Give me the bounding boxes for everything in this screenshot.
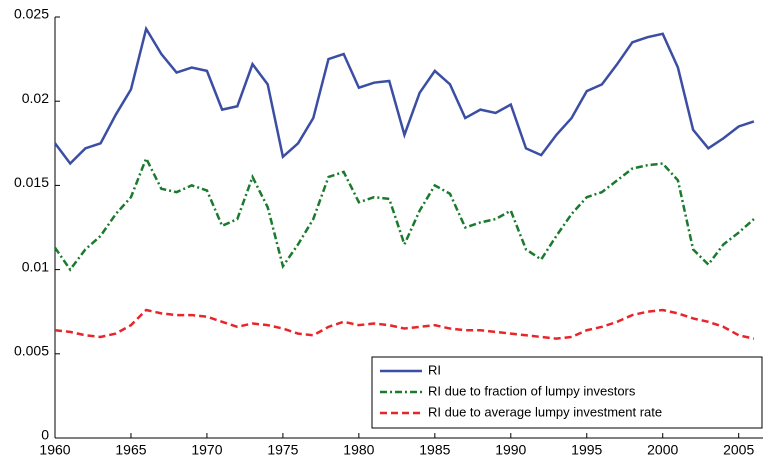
y-tick-label: 0.025 — [14, 6, 49, 22]
x-tick-label: 1970 — [191, 442, 222, 458]
x-tick-label: 1990 — [495, 442, 526, 458]
legend-label: RI due to fraction of lumpy investors — [428, 383, 636, 398]
x-tick-label: 1980 — [343, 442, 374, 458]
line-series — [53, 155, 755, 272]
x-tick-label: 1965 — [115, 442, 146, 458]
line-series — [54, 25, 755, 166]
legend-label: RI — [428, 362, 441, 377]
y-tick-label: 0.005 — [14, 343, 49, 359]
x-tick-label: 2000 — [647, 442, 678, 458]
x-tick-label: 1960 — [39, 442, 70, 458]
x-tick-label: 2005 — [723, 442, 754, 458]
y-tick-label: 0.01 — [22, 258, 49, 274]
legend-box — [371, 356, 763, 429]
legend-label: RI due to average lumpy investment rate — [428, 404, 662, 419]
x-tick-label: 1995 — [571, 442, 602, 458]
x-tick-label: 1975 — [267, 442, 298, 458]
y-tick-label: 0.02 — [22, 90, 49, 106]
y-tick-label: 0.015 — [14, 174, 49, 190]
x-tick-label: 1985 — [419, 442, 450, 458]
line-series — [54, 308, 755, 340]
y-tick-label: 0 — [41, 427, 49, 443]
